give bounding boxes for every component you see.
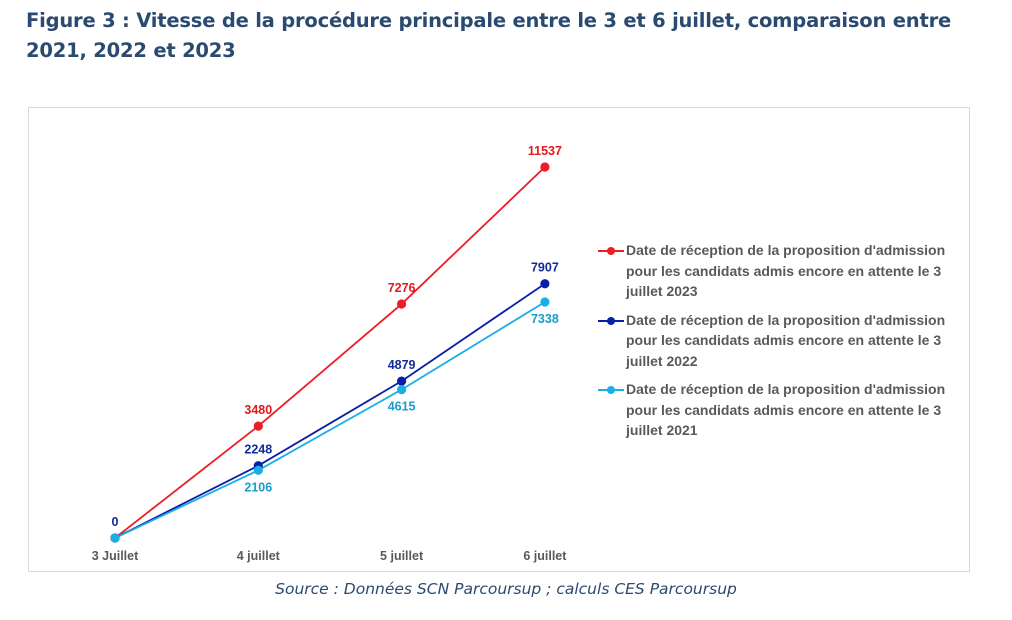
figure-source: Source : Données SCN Parcoursup ; calcul… — [275, 580, 737, 598]
data-point — [253, 465, 263, 475]
legend-item-2022: Date de réception de la proposition d'ad… — [598, 310, 968, 372]
legend-label: Date de réception de la proposition d'ad… — [626, 311, 946, 369]
data-point — [397, 384, 407, 395]
data-point — [253, 421, 263, 431]
data-label: 7907 — [531, 261, 559, 275]
data-label: 0 — [112, 515, 119, 529]
legend-marker-icon — [598, 386, 624, 394]
chart-legend: Date de réception de la proposition d'ad… — [598, 240, 968, 449]
series-line-1 — [114, 282, 546, 539]
data-point — [397, 376, 407, 386]
data-label: 4879 — [388, 358, 416, 372]
data-label: 7338 — [531, 312, 559, 326]
data-label: 2248 — [244, 443, 272, 457]
data-point — [110, 533, 120, 543]
x-tick-label: 5 juillet — [380, 549, 424, 563]
legend-marker-icon — [598, 316, 624, 325]
chart-frame — [28, 107, 970, 572]
data-label: 3480 — [244, 403, 272, 417]
series-points — [110, 162, 550, 543]
data-point — [540, 297, 550, 307]
figure-title: Figure 3 : Vitesse de la procédure princ… — [26, 9, 952, 62]
series-line-0 — [114, 166, 546, 539]
series-line-2 — [114, 301, 546, 539]
data-point — [540, 162, 550, 172]
data-label: 4615 — [388, 400, 416, 414]
data-point — [540, 279, 550, 289]
x-tick-label: 6 juillet — [523, 549, 567, 563]
data-labels: 3480 7276 11537 0 2248 4879 7907 2106 4615 7338 — [112, 144, 562, 529]
data-label: 7276 — [388, 281, 416, 295]
legend-item-2021: Date de réception de la proposition d'ad… — [598, 379, 968, 441]
data-point — [397, 299, 407, 309]
legend-item-2023: Date de réception de la proposition d'ad… — [598, 240, 968, 302]
x-axis-tick-labels: 3 Juillet 4 juillet 5 juillet 6 juillet — [92, 549, 568, 563]
x-tick-label: 3 Juillet — [92, 549, 139, 563]
legend-label: Date de réception de la proposition d'ad… — [626, 381, 946, 438]
legend-marker-icon — [598, 247, 624, 255]
legend-label: Date de réception de la proposition d'ad… — [626, 242, 946, 299]
x-tick-label: 4 juillet — [237, 549, 281, 563]
series-lines — [114, 166, 546, 539]
data-label: 11537 — [528, 144, 562, 158]
data-label: 2106 — [244, 480, 272, 494]
